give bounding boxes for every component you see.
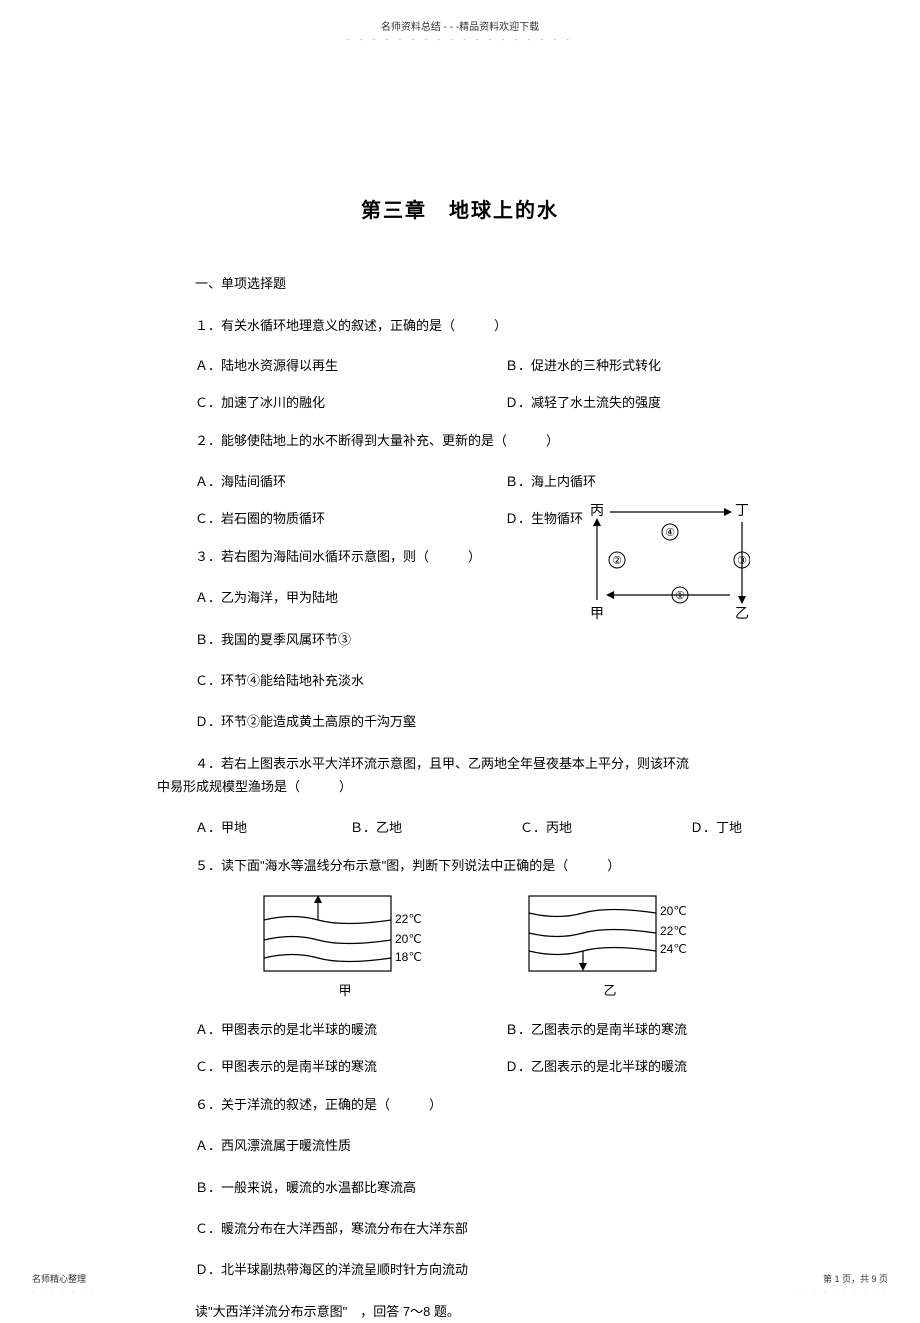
q1-options-row1: Ａ．陆地水资源得以再生 Ｂ．促进水的三种形式转化	[195, 355, 760, 374]
q4-wrap: ４．若右上图表示水平大洋环流示意图，且甲、乙两地全年昼夜基本上平分，则该环流 中…	[195, 752, 760, 799]
q5-option-c: Ｃ．甲图表示的是南半球的寒流	[195, 1056, 505, 1075]
section-title: 一、单项选择题	[195, 273, 760, 292]
q1-options-row2: Ｃ．加速了冰川的融化 Ｄ．减轻了水土流失的强度	[195, 392, 760, 411]
q3-node-bing: 丙	[590, 502, 604, 518]
q3-diagram: 丙 丁 甲 乙 ④ ② ③ ①	[570, 500, 750, 620]
q4-option-a: Ａ．甲地	[195, 817, 350, 836]
q2-option-a: Ａ．海陆间循环	[195, 471, 505, 490]
chapter-title: 第三章 地球上的水	[0, 194, 920, 223]
q5-option-b: Ｂ．乙图表示的是南半球的寒流	[505, 1019, 760, 1038]
page-header: 名师资料总结 - - -精品资料欢迎下载	[0, 0, 920, 33]
q3-circle-3: ③	[737, 555, 747, 567]
q3-node-yi: 乙	[735, 605, 749, 620]
q5-text: ５．读下面"海水等温线分布示意"图，判断下列说法中正确的是（ ）	[195, 854, 760, 877]
q5-label-yi: 乙	[603, 980, 616, 999]
q4-option-b: Ｂ．乙地	[350, 817, 520, 836]
q1-option-c: Ｃ．加速了冰川的融化	[195, 392, 505, 411]
q5-diagrams: 22℃ 20℃ 18℃ 甲 20℃ 22℃ 24℃ 乙	[195, 895, 760, 999]
q3-node-jia: 甲	[590, 605, 604, 620]
q4-options: Ａ．甲地 Ｂ．乙地 Ｃ．丙地 Ｄ．丁地	[195, 817, 760, 836]
q3-node-ding: 丁	[735, 502, 749, 518]
q3-option-d: Ｄ．环节②能造成黄土高原的千沟万壑	[195, 710, 760, 733]
q4-option-d: Ｄ．丁地	[690, 817, 760, 836]
q3-circle-2: ②	[612, 555, 622, 567]
page-header-dots: - - - - - - - - - - - - - - - - - -	[0, 35, 920, 44]
q6-option-d: Ｄ．北半球副热带海区的洋流呈顺时针方向流动	[195, 1258, 760, 1281]
q5-option-a: Ａ．甲图表示的是北半球的暖流	[195, 1019, 505, 1038]
footer-right-dots: . . . . . . . . . .	[794, 1288, 888, 1295]
q6-option-a: Ａ．西风漂流属于暖流性质	[195, 1134, 760, 1157]
q6-text: ６．关于洋流的叙述，正确的是（ ）	[195, 1093, 760, 1116]
q3-circle-1: ①	[675, 590, 685, 602]
q5-jia-t2: 20℃	[395, 932, 422, 946]
read-instruction: 读"大西洋洋流分布示意图" ，回答 7～8 题。	[195, 1300, 760, 1323]
q5-yi-t3: 24℃	[660, 942, 687, 956]
q2-option-c: Ｃ．岩石圈的物质循环	[195, 508, 505, 527]
q2-option-b: Ｂ．海上内循环	[505, 471, 760, 490]
q5-yi-t2: 22℃	[660, 924, 687, 938]
q5-option-d: Ｄ．乙图表示的是北半球的暖流	[505, 1056, 760, 1075]
q1-option-d: Ｄ．减轻了水土流失的强度	[505, 392, 760, 411]
q4-option-c: Ｃ．丙地	[520, 817, 690, 836]
q4-line1: ４．若右上图表示水平大洋环流示意图，且甲、乙两地全年昼夜基本上平分，则该环流	[195, 752, 760, 775]
q5-yi-t1: 20℃	[660, 904, 687, 918]
q2-text: ２．能够使陆地上的水不断得到大量补充、更新的是（ ）	[195, 429, 760, 452]
q5-options-row2: Ｃ．甲图表示的是南半球的寒流 Ｄ．乙图表示的是北半球的暖流	[195, 1056, 760, 1075]
q2-options-row1: Ａ．海陆间循环 Ｂ．海上内循环	[195, 471, 760, 490]
q5-diagram-jia: 22℃ 20℃ 18℃ 甲	[263, 895, 428, 999]
q3-option-b: Ｂ．我国的夏季风属环节③	[195, 628, 760, 651]
q5-svg-yi: 20℃ 22℃ 24℃	[528, 895, 693, 975]
q6-option-b: Ｂ．一般来说，暖流的水温都比寒流高	[195, 1176, 760, 1199]
q5-options-row1: Ａ．甲图表示的是北半球的暖流 Ｂ．乙图表示的是南半球的寒流	[195, 1019, 760, 1038]
q6-option-c: Ｃ．暖流分布在大洋西部，寒流分布在大洋东部	[195, 1217, 760, 1240]
footer-left-dots: . . . . . . .	[32, 1288, 96, 1295]
footer-left: 名师精心整理	[32, 1272, 86, 1285]
q1-text: １．有关水循环地理意义的叙述，正确的是（ ）	[195, 314, 760, 337]
q5-label-jia: 甲	[338, 980, 351, 999]
q5-jia-t1: 22℃	[395, 912, 422, 926]
q5-jia-t3: 18℃	[395, 950, 422, 964]
content-area: 一、单项选择题 １．有关水循环地理意义的叙述，正确的是（ ） Ａ．陆地水资源得以…	[0, 273, 920, 1323]
q4-line2: 中易形成规模型渔场是（ ）	[157, 775, 760, 798]
q1-option-a: Ａ．陆地水资源得以再生	[195, 355, 505, 374]
q5-diagram-yi: 20℃ 22℃ 24℃ 乙	[528, 895, 693, 999]
q1-option-b: Ｂ．促进水的三种形式转化	[505, 355, 760, 374]
q5-svg-jia: 22℃ 20℃ 18℃	[263, 895, 428, 975]
q3-option-c: Ｃ．环节④能给陆地补充淡水	[195, 669, 760, 692]
q3-circle-4: ④	[665, 527, 675, 539]
footer-right: 第 1 页，共 9 页	[823, 1272, 888, 1285]
